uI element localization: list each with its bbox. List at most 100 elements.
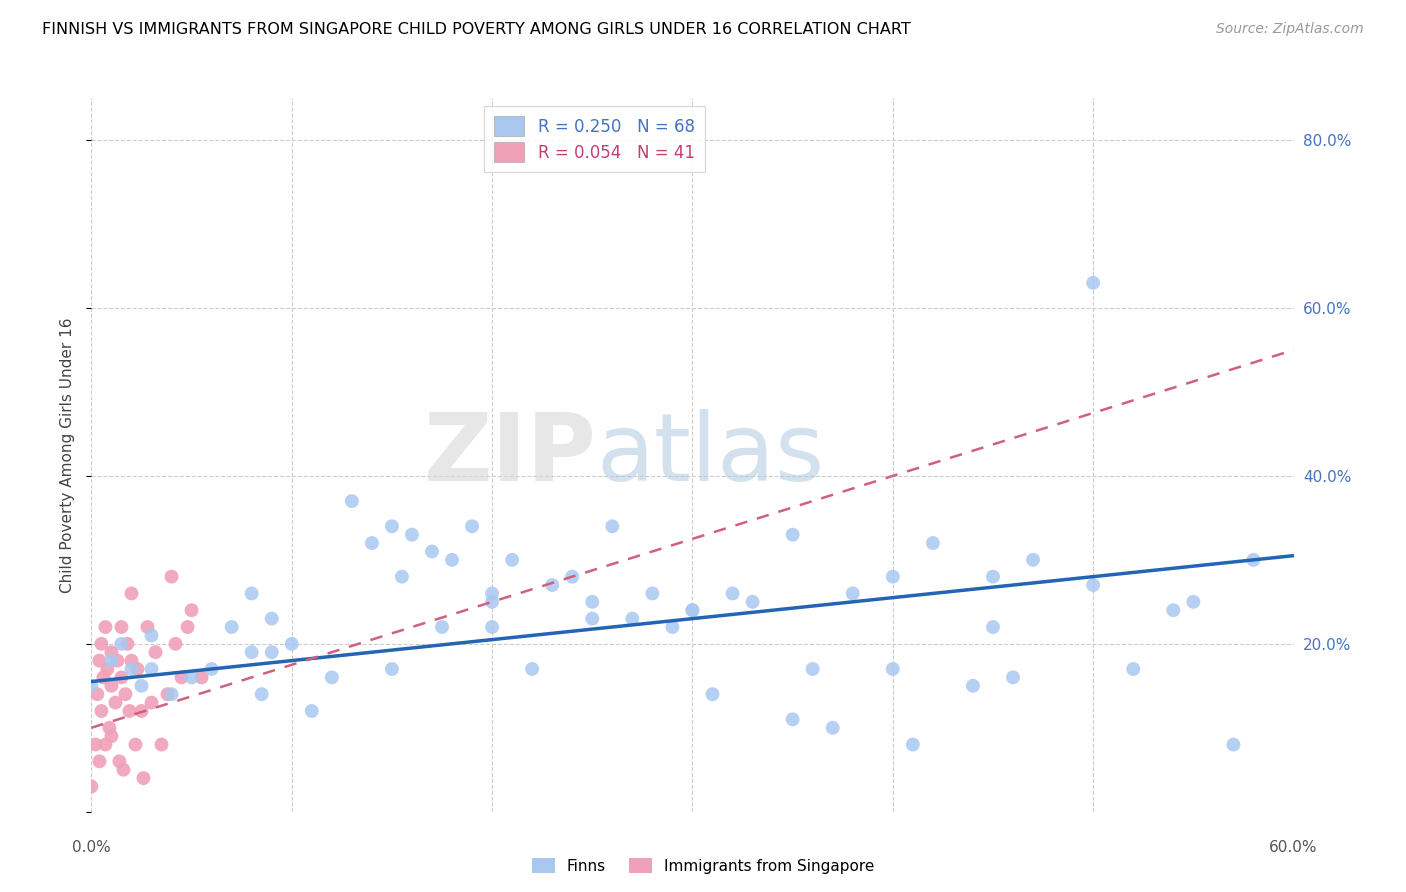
Legend: R = 0.250   N = 68, R = 0.054   N = 41: R = 0.250 N = 68, R = 0.054 N = 41 [485, 106, 704, 171]
Point [110, 670, 132, 684]
Point [340, 494, 363, 508]
Point [501, 553, 523, 567]
Point [440, 553, 463, 567]
Point [962, 679, 984, 693]
Point [94, 738, 117, 752]
Point [165, 637, 187, 651]
Point [117, 637, 139, 651]
Point [782, 712, 804, 726]
Point [981, 569, 1004, 583]
Point [112, 763, 135, 777]
Point [80, 679, 103, 693]
Point [602, 519, 624, 533]
Point [260, 645, 283, 659]
Point [430, 620, 453, 634]
Point [901, 738, 924, 752]
Point [160, 687, 183, 701]
Point [145, 645, 167, 659]
Point [89, 755, 111, 769]
Point [702, 687, 724, 701]
Point [641, 586, 664, 600]
Point [131, 704, 153, 718]
Point [481, 595, 503, 609]
Point [882, 569, 904, 583]
Point [321, 670, 343, 684]
Point [93, 670, 115, 684]
Point [522, 662, 544, 676]
Point [281, 637, 304, 651]
Point [107, 654, 129, 668]
Point [381, 662, 404, 676]
Point [801, 662, 824, 676]
Point [180, 670, 202, 684]
Point [118, 704, 141, 718]
Point [100, 654, 122, 668]
Point [124, 738, 146, 752]
Text: 0.0%: 0.0% [72, 840, 111, 855]
Point [110, 637, 132, 651]
Point [100, 645, 122, 659]
Point [581, 612, 603, 626]
Point [84, 738, 107, 752]
Point [420, 544, 443, 558]
Point [96, 662, 118, 676]
Point [260, 612, 283, 626]
Point [160, 569, 183, 583]
Point [782, 527, 804, 541]
Point [1243, 553, 1265, 567]
Point [132, 771, 155, 785]
Point [661, 620, 683, 634]
Point [360, 536, 382, 550]
Point [561, 569, 583, 583]
Point [1182, 595, 1205, 609]
Point [176, 620, 198, 634]
Point [1222, 738, 1244, 752]
Point [461, 519, 484, 533]
Point [180, 603, 202, 617]
Point [110, 620, 132, 634]
Point [922, 536, 945, 550]
Point [481, 586, 503, 600]
Point [201, 662, 224, 676]
Point [821, 721, 844, 735]
Point [170, 670, 193, 684]
Point [391, 569, 413, 583]
Point [221, 620, 243, 634]
Point [100, 679, 122, 693]
Point [190, 670, 212, 684]
Point [100, 729, 122, 743]
Point [98, 721, 121, 735]
Legend: Finns, Immigrants from Singapore: Finns, Immigrants from Singapore [526, 852, 880, 880]
Point [131, 679, 153, 693]
Point [882, 662, 904, 676]
Point [1083, 578, 1105, 592]
Point [381, 519, 404, 533]
Text: FINNISH VS IMMIGRANTS FROM SINGAPORE CHILD POVERTY AMONG GIRLS UNDER 16 CORRELAT: FINNISH VS IMMIGRANTS FROM SINGAPORE CHI… [42, 22, 911, 37]
Point [1001, 670, 1024, 684]
Point [681, 603, 703, 617]
Point [1083, 276, 1105, 290]
Point [240, 586, 263, 600]
Point [981, 620, 1004, 634]
Point [841, 586, 863, 600]
Point [121, 662, 143, 676]
Point [156, 687, 179, 701]
Text: atlas: atlas [596, 409, 824, 501]
Point [1163, 603, 1185, 617]
Point [541, 578, 564, 592]
Point [90, 704, 112, 718]
Point [150, 738, 173, 752]
Point [121, 586, 143, 600]
Y-axis label: Child Poverty Among Girls Under 16: Child Poverty Among Girls Under 16 [60, 318, 76, 592]
Text: Source: ZipAtlas.com: Source: ZipAtlas.com [1216, 22, 1364, 37]
Text: 60.0%: 60.0% [1270, 840, 1317, 855]
Point [240, 645, 263, 659]
Point [741, 595, 763, 609]
Point [681, 603, 703, 617]
Point [90, 637, 112, 651]
Point [621, 612, 644, 626]
Point [94, 620, 117, 634]
Point [127, 662, 149, 676]
Point [121, 654, 143, 668]
Point [86, 687, 108, 701]
